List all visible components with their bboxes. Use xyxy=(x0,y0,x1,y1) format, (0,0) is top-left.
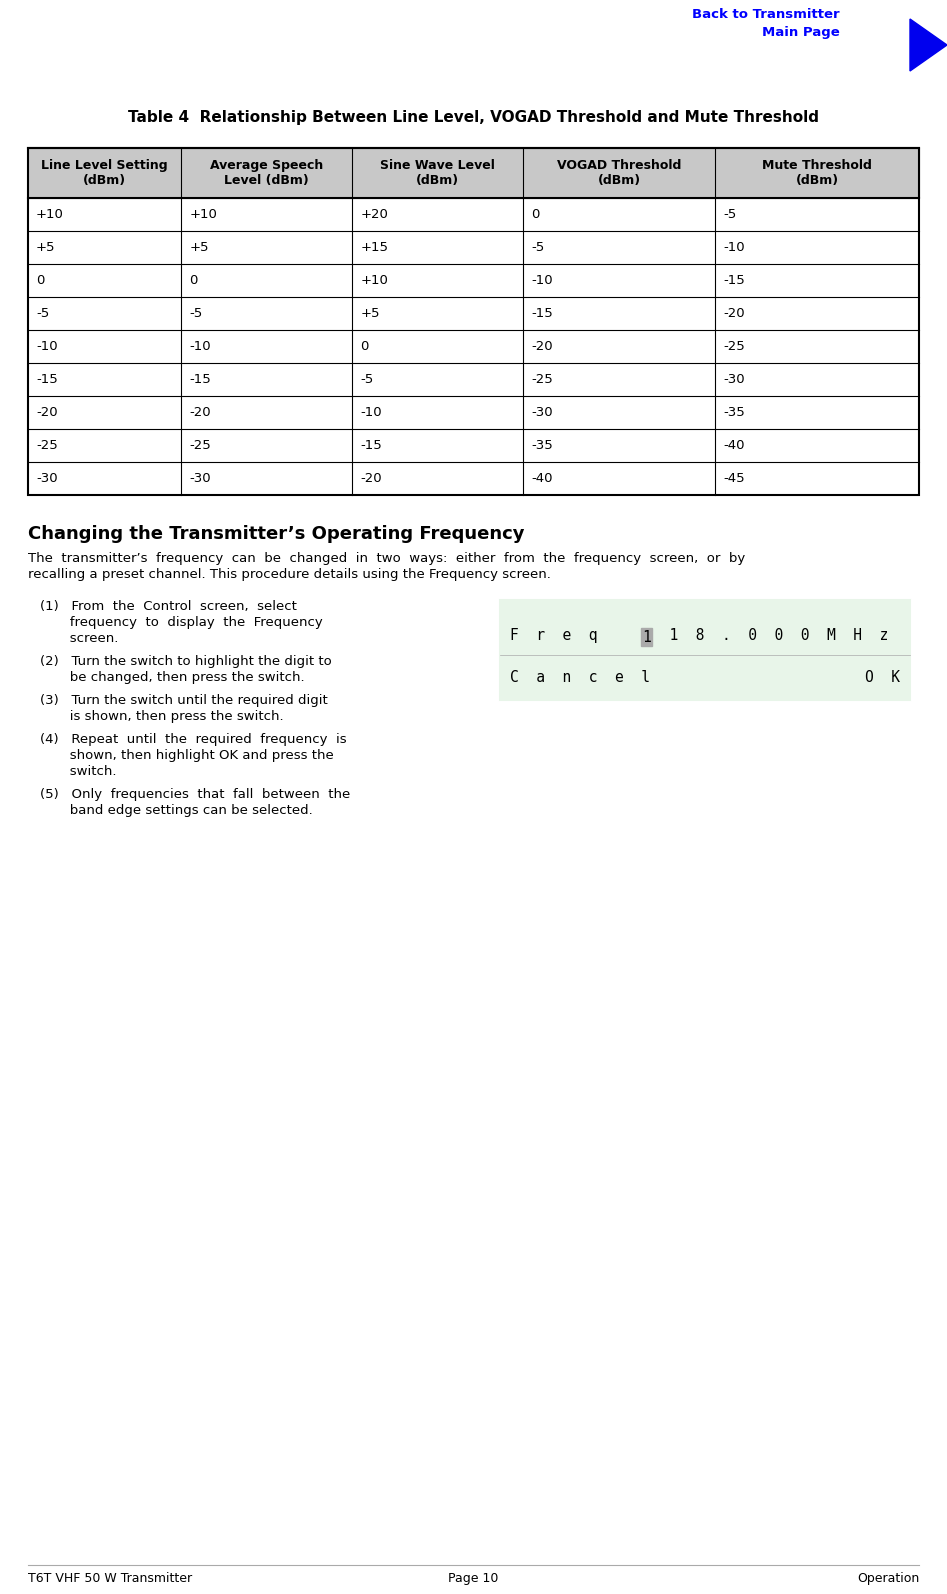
Text: 0: 0 xyxy=(36,274,45,287)
Text: -45: -45 xyxy=(723,472,744,485)
Text: -20: -20 xyxy=(36,406,58,419)
Text: +5: +5 xyxy=(360,308,380,320)
Text: -35: -35 xyxy=(723,406,744,419)
Text: 0: 0 xyxy=(189,274,198,287)
Text: -25: -25 xyxy=(723,340,744,352)
Text: -5: -5 xyxy=(360,373,373,386)
Text: -15: -15 xyxy=(531,308,553,320)
Text: 1  8  .  0  0  0  M  H  z: 1 8 . 0 0 0 M H z xyxy=(652,628,888,642)
Text: band edge settings can be selected.: band edge settings can be selected. xyxy=(40,803,313,818)
Text: Sine Wave Level
(dBm): Sine Wave Level (dBm) xyxy=(381,159,495,186)
Text: (4)   Repeat  until  the  required  frequency  is: (4) Repeat until the required frequency … xyxy=(40,733,347,746)
Text: T6T VHF 50 W Transmitter: T6T VHF 50 W Transmitter xyxy=(28,1572,192,1584)
Text: (2)   Turn the switch to highlight the digit to: (2) Turn the switch to highlight the dig… xyxy=(40,655,331,668)
Text: screen.: screen. xyxy=(40,631,118,646)
Text: (3)   Turn the switch until the required digit: (3) Turn the switch until the required d… xyxy=(40,693,328,708)
Text: -20: -20 xyxy=(723,308,744,320)
Text: -10: -10 xyxy=(36,340,58,352)
Text: is shown, then press the switch.: is shown, then press the switch. xyxy=(40,709,283,724)
Text: +5: +5 xyxy=(36,241,56,253)
Text: -40: -40 xyxy=(723,438,744,453)
Text: Mute Threshold
(dBm): Mute Threshold (dBm) xyxy=(762,159,872,186)
Text: -5: -5 xyxy=(531,241,545,253)
Text: 1: 1 xyxy=(642,630,651,644)
Text: Page 10: Page 10 xyxy=(448,1572,498,1584)
Text: -30: -30 xyxy=(36,472,58,485)
Text: -40: -40 xyxy=(531,472,553,485)
Text: +20: +20 xyxy=(360,207,388,222)
Text: -25: -25 xyxy=(531,373,553,386)
Text: shown, then highlight OK and press the: shown, then highlight OK and press the xyxy=(40,749,333,762)
Text: -15: -15 xyxy=(36,373,58,386)
Text: Changing the Transmitter’s Operating Frequency: Changing the Transmitter’s Operating Fre… xyxy=(28,524,525,544)
Text: VOGAD Threshold
(dBm): VOGAD Threshold (dBm) xyxy=(557,159,681,186)
Text: -10: -10 xyxy=(531,274,553,287)
Text: (5)   Only  frequencies  that  fall  between  the: (5) Only frequencies that fall between t… xyxy=(40,787,350,802)
Text: -15: -15 xyxy=(360,438,382,453)
Text: 0: 0 xyxy=(531,207,540,222)
Text: C  a  n  c  e  l: C a n c e l xyxy=(510,669,650,685)
Text: -15: -15 xyxy=(723,274,744,287)
Text: frequency  to  display  the  Frequency: frequency to display the Frequency xyxy=(40,615,323,630)
Text: -20: -20 xyxy=(360,472,382,485)
Text: Average Speech
Level (dBm): Average Speech Level (dBm) xyxy=(210,159,324,186)
Text: -5: -5 xyxy=(189,308,203,320)
Text: O  K: O K xyxy=(865,669,900,685)
Text: +15: +15 xyxy=(360,241,388,253)
Text: -10: -10 xyxy=(189,340,211,352)
Text: recalling a preset channel. This procedure details using the Frequency screen.: recalling a preset channel. This procedu… xyxy=(28,567,551,580)
Text: -30: -30 xyxy=(189,472,211,485)
Text: 0: 0 xyxy=(360,340,368,352)
Text: Table 4  Relationship Between Line Level, VOGAD Threshold and Mute Threshold: Table 4 Relationship Between Line Level,… xyxy=(128,110,818,124)
Text: -30: -30 xyxy=(723,373,744,386)
Text: be changed, then press the switch.: be changed, then press the switch. xyxy=(40,671,305,684)
Text: -10: -10 xyxy=(360,406,382,419)
Text: +10: +10 xyxy=(360,274,388,287)
Text: -5: -5 xyxy=(723,207,736,222)
Text: -30: -30 xyxy=(531,406,553,419)
Polygon shape xyxy=(910,19,947,72)
Text: -15: -15 xyxy=(189,373,211,386)
Text: -10: -10 xyxy=(723,241,744,253)
Text: Back to Transmitter
Main Page: Back to Transmitter Main Page xyxy=(692,8,840,38)
Bar xyxy=(28,148,919,198)
Text: Operation: Operation xyxy=(857,1572,919,1584)
Bar xyxy=(641,628,652,646)
Text: +5: +5 xyxy=(189,241,208,253)
Text: -25: -25 xyxy=(36,438,58,453)
Text: Line Level Setting
(dBm): Line Level Setting (dBm) xyxy=(42,159,168,186)
Bar xyxy=(500,599,910,700)
Text: -5: -5 xyxy=(36,308,49,320)
Text: The  transmitter’s  frequency  can  be  changed  in  two  ways:  either  from  t: The transmitter’s frequency can be chang… xyxy=(28,552,745,564)
Text: (1)   From  the  Control  screen,  select: (1) From the Control screen, select xyxy=(40,599,296,614)
Text: F  r  e  q: F r e q xyxy=(510,628,659,642)
Text: -35: -35 xyxy=(531,438,553,453)
Bar xyxy=(28,148,919,496)
Text: -20: -20 xyxy=(531,340,553,352)
Text: -20: -20 xyxy=(189,406,211,419)
Text: +10: +10 xyxy=(189,207,217,222)
Text: switch.: switch. xyxy=(40,765,116,778)
Text: -25: -25 xyxy=(189,438,211,453)
Text: +10: +10 xyxy=(36,207,63,222)
